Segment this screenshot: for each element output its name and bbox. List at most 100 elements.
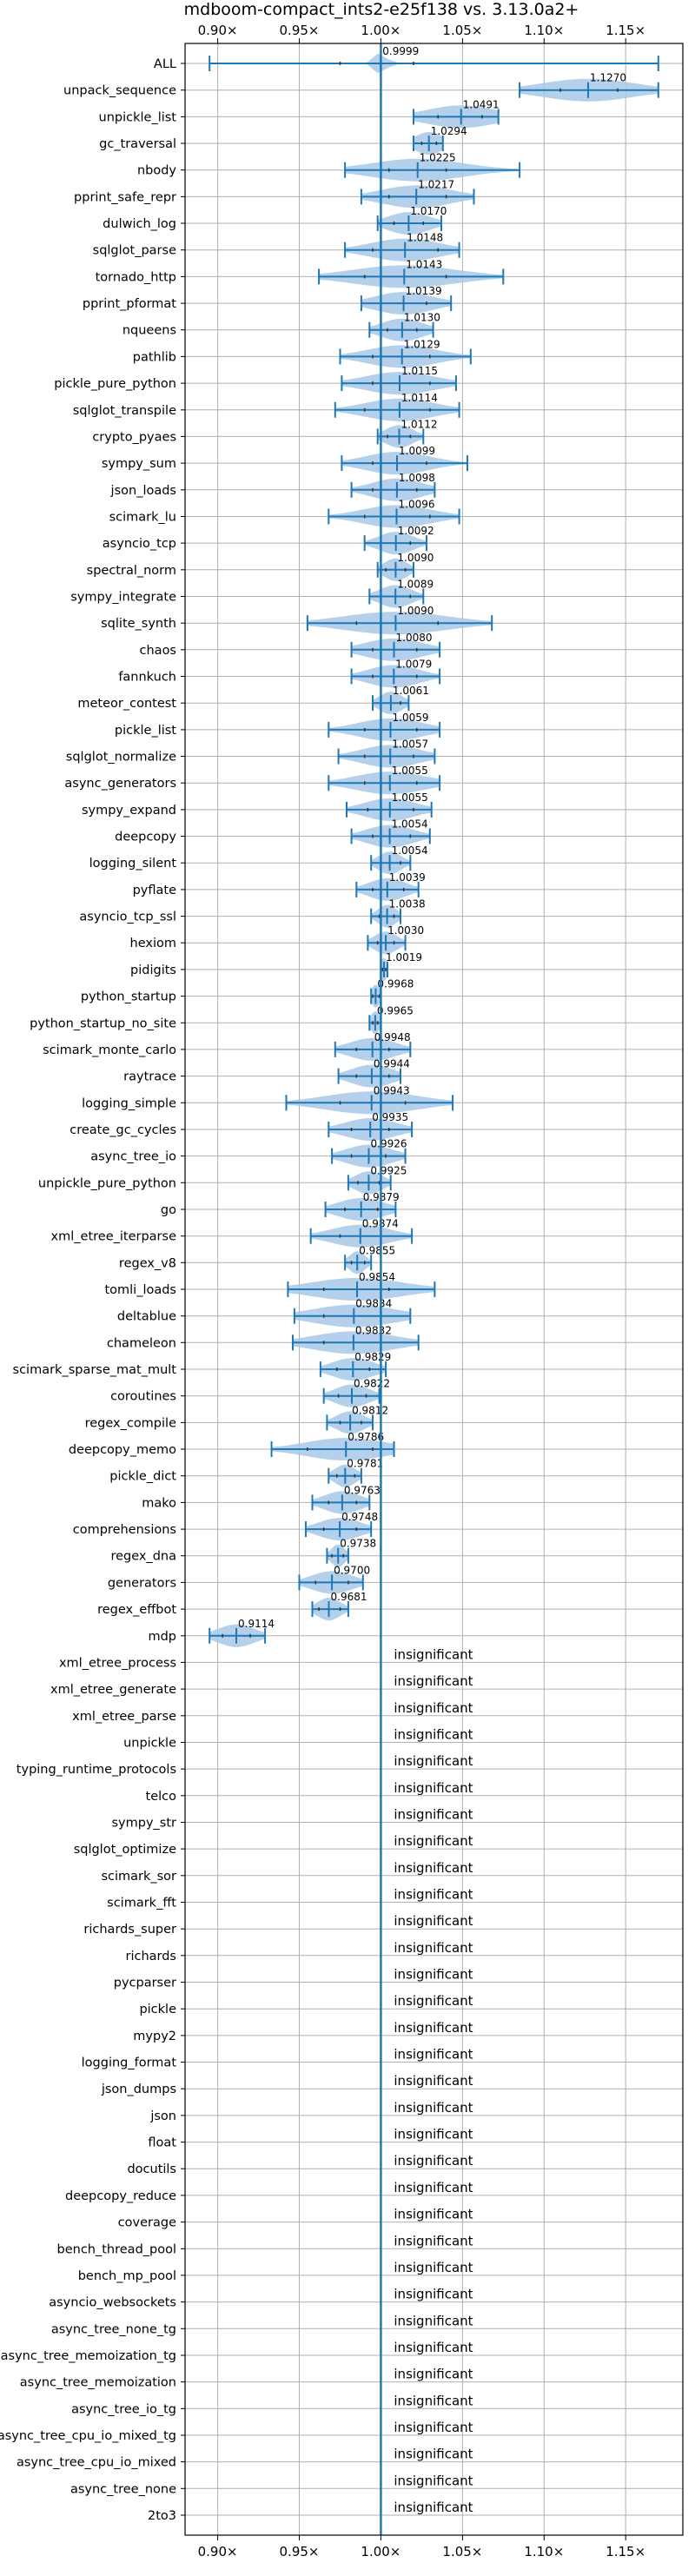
value-label: 1.0225 bbox=[420, 152, 456, 164]
category-label: 2to3 bbox=[148, 2509, 176, 2523]
value-label: 0.9812 bbox=[352, 1404, 388, 1416]
category-label: meteor_contest bbox=[77, 697, 176, 711]
category-label: spectral_norm bbox=[87, 564, 176, 578]
value-label: 0.9999 bbox=[382, 45, 419, 57]
value-label: 0.9935 bbox=[372, 1111, 408, 1123]
category-label: dulwich_log bbox=[103, 217, 176, 231]
value-label: 1.0054 bbox=[392, 844, 428, 857]
value-label: 0.9763 bbox=[344, 1484, 381, 1496]
category-label: deepcopy_memo bbox=[69, 1443, 176, 1457]
insignificant-label: insignificant bbox=[394, 2153, 473, 2169]
category-label: async_tree_none_tg bbox=[51, 2322, 176, 2336]
axis-layer: 0.90× 0.90× 0.95× 0.95× 1.00× 1.00× 1.05× 1.05×… bbox=[181, 23, 684, 2559]
category-label: mako bbox=[142, 1496, 176, 1510]
category-label: pickle_pure_python bbox=[54, 377, 176, 391]
value-label: 1.0112 bbox=[401, 418, 438, 430]
insignificant-label: insignificant bbox=[394, 2260, 473, 2275]
x-tick-label-top: 1.15× bbox=[606, 23, 645, 38]
insignificant-label: insignificant bbox=[394, 2500, 473, 2515]
category-label: async_tree_cpu_io_mixed_tg bbox=[0, 2429, 176, 2443]
category-label: richards bbox=[125, 1950, 176, 1963]
category-label: sympy_expand bbox=[82, 804, 176, 818]
insignificant-label: insignificant bbox=[394, 1940, 473, 1956]
insignificant-label: insignificant bbox=[394, 2393, 473, 2408]
insignificant-label: insignificant bbox=[394, 1913, 473, 1929]
insignificant-label: insignificant bbox=[394, 2020, 473, 2036]
insignificant-label: insignificant bbox=[394, 1646, 473, 1662]
category-label: docutils bbox=[127, 2162, 176, 2176]
category-label: xml_etree_process bbox=[59, 1656, 176, 1670]
category-label: async_tree_memoization_tg bbox=[1, 2349, 176, 2363]
insignificant-label: insignificant bbox=[394, 2233, 473, 2248]
insignificant-label: insignificant bbox=[394, 2073, 473, 2089]
category-label: async_tree_memoization bbox=[20, 2376, 176, 2390]
value-label: 0.9681 bbox=[331, 1591, 367, 1603]
value-label: 0.9944 bbox=[374, 1058, 410, 1070]
category-label: unpack_sequence bbox=[63, 84, 176, 98]
category-label: chameleon bbox=[107, 1336, 176, 1350]
x-tick-label-bottom: 1.10× bbox=[524, 2544, 564, 2559]
category-label: coverage bbox=[118, 2216, 176, 2230]
insignificant-label: insignificant bbox=[394, 1887, 473, 1903]
value-label: 0.9822 bbox=[354, 1378, 390, 1390]
value-label: 0.9834 bbox=[355, 1298, 392, 1310]
insignificant-label: insignificant bbox=[394, 1780, 473, 1796]
category-label: scimark_sparse_mat_mult bbox=[13, 1363, 177, 1377]
x-tick-label-bottom: 1.00× bbox=[361, 2544, 400, 2559]
category-label: sympy_integrate bbox=[70, 591, 176, 605]
value-label: 0.9781 bbox=[347, 1458, 383, 1470]
chart-title: mdboom-compact_ints2-e25f138 vs. 3.13.0a… bbox=[184, 0, 579, 19]
value-label: 1.0054 bbox=[392, 818, 428, 831]
category-label: nqueens bbox=[122, 324, 176, 338]
category-label: pprint_safe_repr bbox=[74, 190, 176, 204]
value-label: 1.0057 bbox=[392, 738, 428, 751]
value-label: 1.0090 bbox=[397, 605, 434, 617]
value-label: 1.0089 bbox=[397, 579, 434, 591]
category-label: async_tree_cpu_io_mixed bbox=[17, 2456, 176, 2470]
category-label: async_generators bbox=[64, 777, 176, 791]
category-label: mdp bbox=[148, 1630, 176, 1644]
category-label: deltablue bbox=[117, 1310, 176, 1324]
value-label: 1.0114 bbox=[401, 392, 438, 404]
category-label: asyncio_tcp_ssl bbox=[79, 911, 176, 924]
insignificant-label: insignificant bbox=[394, 2100, 473, 2116]
value-label: 1.0079 bbox=[395, 659, 432, 671]
category-label: tornado_http bbox=[96, 270, 176, 284]
value-label: 1.0019 bbox=[386, 951, 422, 964]
value-label: 1.0099 bbox=[399, 445, 435, 457]
category-label: regex_compile bbox=[85, 1416, 176, 1430]
value-label: 0.9855 bbox=[359, 1244, 395, 1256]
category-label: sqlglot_parse bbox=[93, 244, 176, 258]
value-label: 0.9854 bbox=[359, 1271, 395, 1283]
category-label: generators bbox=[108, 1576, 176, 1590]
insignificant-label: insignificant bbox=[394, 1993, 473, 2009]
value-label: 0.9114 bbox=[238, 1618, 275, 1630]
value-label: 1.0491 bbox=[463, 98, 500, 110]
value-label: 1.0129 bbox=[404, 338, 440, 350]
x-tick-label-bottom: 0.95× bbox=[280, 2544, 320, 2559]
x-tick-label-top: 0.95× bbox=[280, 23, 320, 38]
category-label: pyflate bbox=[133, 884, 176, 897]
category-label: logging_format bbox=[82, 2056, 177, 2070]
value-label: 0.9786 bbox=[348, 1431, 384, 1443]
insignificant-label: insignificant bbox=[394, 2313, 473, 2328]
value-label: 1.0055 bbox=[392, 791, 428, 804]
category-label: ALL bbox=[154, 57, 176, 71]
value-label: 0.9943 bbox=[374, 1084, 410, 1096]
category-label: hexiom bbox=[130, 937, 176, 950]
value-label: 1.1270 bbox=[590, 72, 626, 84]
value-label: 0.9925 bbox=[370, 1164, 407, 1176]
category-label: async_tree_none bbox=[70, 2482, 176, 2496]
category-label: unpickle_pure_python bbox=[38, 1176, 176, 1190]
insignificant-label: insignificant bbox=[394, 2180, 473, 2195]
value-label: 0.9700 bbox=[334, 1564, 370, 1576]
category-label: regex_effbot bbox=[97, 1603, 176, 1617]
category-label: logging_silent bbox=[89, 857, 177, 871]
insignificant-label: insignificant bbox=[394, 2287, 473, 2302]
x-tick-label-top: 1.05× bbox=[442, 23, 482, 38]
category-label: regex_v8 bbox=[119, 1256, 176, 1270]
category-label: gc_traversal bbox=[99, 137, 176, 151]
category-label: async_tree_io bbox=[90, 1150, 176, 1164]
category-label: tomli_loads bbox=[104, 1283, 176, 1297]
